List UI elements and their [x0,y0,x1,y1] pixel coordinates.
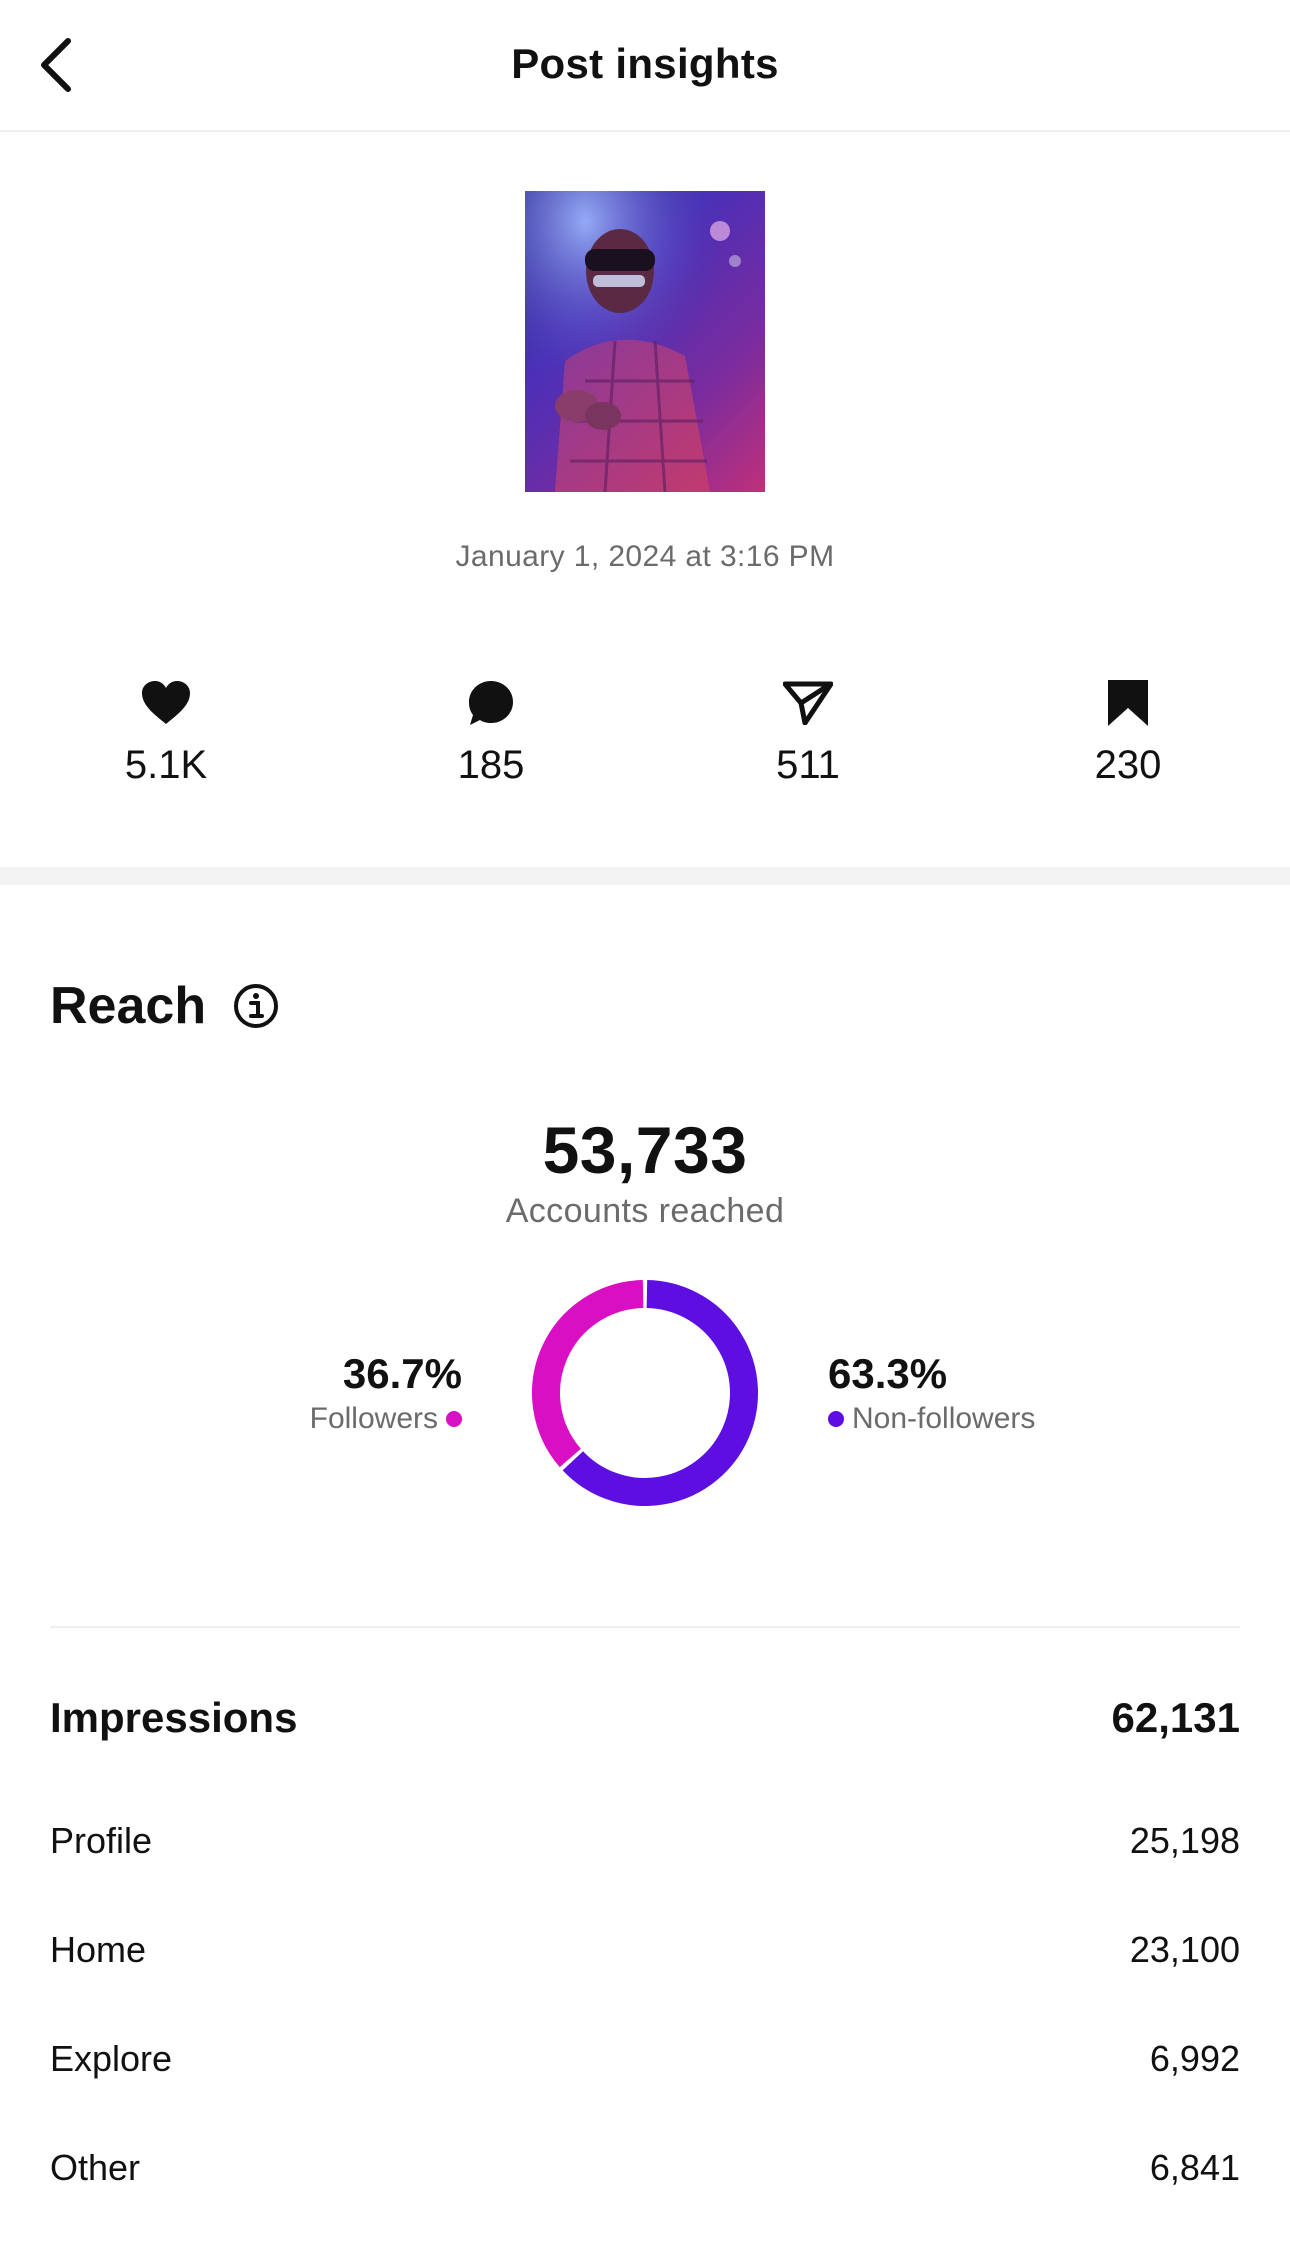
comments-stat: 185 [381,675,601,788]
back-button[interactable] [26,30,86,100]
row-value: 6,841 [1149,2147,1240,2188]
followers-arc [532,1280,644,1468]
accounts-reached-count: 53,733 [542,1113,748,1187]
impressions-row-explore: Explore 6,992 [50,2038,1240,2080]
impressions-row-other: Other 6,841 [50,2147,1240,2189]
reach-divider [50,1626,1240,1628]
followers-label: Followers [309,1402,438,1435]
non-followers-color-dot [828,1411,844,1427]
row-label: Profile [50,1820,153,1861]
chevron-left-icon [41,38,71,92]
impressions-label: Impressions [50,1694,298,1741]
row-value: 6,992 [1149,2038,1240,2079]
saves-stat: 230 [1018,675,1238,788]
impressions-header: Impressions 62,131 [50,1694,1240,1742]
reach-title: Reach [50,977,207,1035]
reach-heading: Reach [50,976,280,1036]
heart-icon [142,681,190,724]
impressions-total: 62,131 [1111,1694,1240,1741]
row-value: 23,100 [1129,1929,1240,1970]
post-photo [525,191,765,492]
shares-count: 511 [776,743,840,787]
impressions-row-home: Home 23,100 [50,1929,1240,1971]
shares-stat: 511 [698,675,918,788]
non-followers-label: Non-followers [852,1402,1036,1435]
send-icon [783,681,833,725]
row-label: Explore [50,2038,173,2079]
followers-color-dot [446,1411,462,1427]
followers-percent: 36.7% [342,1350,462,1397]
bookmark-icon [1108,680,1148,726]
reach-donut-chart [532,1280,758,1506]
row-label: Home [50,1929,147,1970]
non-followers-legend: 63.3% Non-followers [828,1350,1035,1436]
info-icon[interactable] [232,982,280,1030]
post-date: January 1, 2024 at 3:16 PM [455,540,835,573]
non-followers-percent: 63.3% [828,1350,948,1397]
non-followers-arc [562,1280,758,1506]
row-label: Other [50,2147,141,2188]
row-value: 25,198 [1129,1820,1240,1861]
comment-icon [469,681,513,725]
section-divider [0,867,1290,885]
likes-stat: 5.1K [56,675,276,788]
accounts-reached-label: Accounts reached [505,1192,785,1230]
saves-count: 230 [1094,743,1162,787]
likes-count: 5.1K [124,743,208,787]
page-title: Post insights [511,40,779,87]
impressions-row-profile: Profile 25,198 [50,1820,1240,1862]
followers-legend: 36.7% Followers [310,1350,462,1436]
post-thumbnail[interactable] [525,191,765,492]
comments-count: 185 [457,743,525,787]
header-bar: Post insights [0,0,1290,132]
